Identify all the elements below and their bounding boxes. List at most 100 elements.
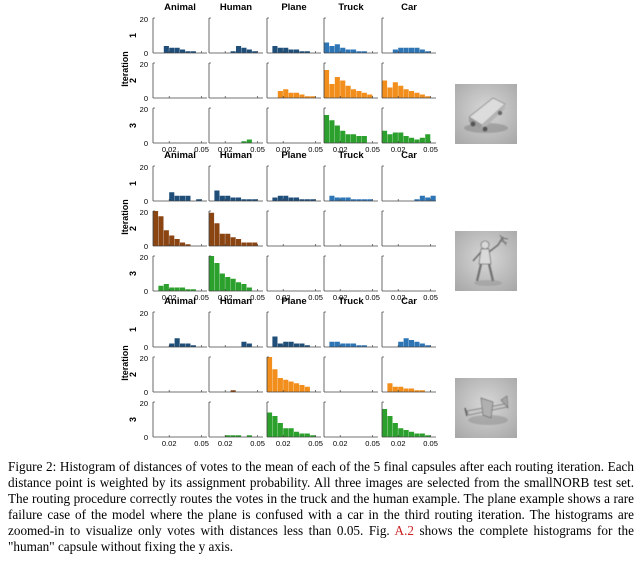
histogram-bar [299, 433, 305, 437]
caption-text-2: shows the complete histograms for the "h… [8, 523, 634, 555]
histogram-bar [334, 44, 340, 53]
x-tick-label: 0.05 [308, 145, 323, 154]
histogram-bar [174, 239, 180, 246]
column-title-truck: Truck [338, 150, 364, 161]
y-tick-label: 20 [140, 399, 148, 408]
histogram-bar [345, 197, 351, 201]
histogram-bar [277, 47, 283, 53]
histogram-bar [361, 199, 367, 201]
histogram-bar [387, 383, 393, 392]
histogram-bar [310, 435, 316, 437]
histogram-bar [277, 195, 283, 201]
histogram-bar [230, 197, 236, 201]
histogram-bar [209, 212, 215, 246]
histogram-bar [356, 136, 362, 143]
histogram-bar [294, 49, 300, 53]
histogram-bar [246, 343, 252, 347]
histogram-bar [398, 428, 404, 437]
histogram-bar [294, 92, 300, 98]
histogram-bar [356, 345, 362, 347]
truck-image [455, 84, 517, 144]
histogram-bar [219, 195, 225, 201]
histogram-bar [283, 379, 289, 392]
histogram-bar [409, 91, 415, 98]
column-title-plane: Plane [281, 296, 306, 307]
y-tick-label: 20 [140, 309, 148, 318]
x-tick-label: 0.02 [162, 145, 177, 154]
histogram-bar [288, 428, 294, 437]
histogram-bar [225, 233, 231, 246]
histogram-bar [153, 211, 159, 246]
histogram-bar [414, 92, 420, 98]
histogram-bar [398, 341, 404, 347]
histogram-bar [190, 51, 196, 53]
column-title-plane: Plane [281, 150, 306, 161]
histogram-bar [409, 388, 415, 392]
histogram-bar [294, 197, 300, 201]
histogram-bar [225, 195, 231, 201]
histogram-bar [329, 195, 335, 201]
histogram-bar [351, 343, 357, 347]
y-tick-label: 0 [144, 433, 148, 442]
histogram-bar [304, 433, 310, 437]
histogram-bar [294, 343, 300, 347]
histogram-bar [356, 199, 362, 201]
histogram-bar [174, 47, 180, 53]
histogram-bar [288, 381, 294, 392]
histogram-bar [236, 435, 242, 437]
histogram-bar [267, 357, 273, 392]
histogram-bar [324, 70, 330, 98]
histogram-bar [361, 136, 367, 143]
histogram-bar [299, 51, 305, 53]
histogram-bar [345, 134, 351, 143]
histogram-bar [387, 416, 393, 437]
appendix-figure-link[interactable]: A.2 [394, 523, 414, 539]
histogram-bar [304, 345, 310, 347]
histogram-bar [409, 340, 415, 347]
histogram-bar [356, 51, 362, 53]
histogram-bar [214, 263, 220, 291]
histogram-bar [334, 341, 340, 347]
histogram-bar [351, 134, 357, 143]
histogram-bar [419, 390, 425, 392]
histogram-bar [304, 386, 310, 392]
histogram-bar [169, 192, 175, 201]
histogram-bar [334, 197, 340, 201]
histogram-bar [382, 409, 388, 437]
histogram-bar [230, 278, 236, 291]
histogram-bar [246, 242, 252, 246]
y-tick-label: 0 [144, 343, 148, 352]
histogram-bar [252, 51, 258, 53]
histogram-bar [185, 195, 191, 201]
iteration-label-3: 3 [128, 123, 138, 128]
x-tick-label: 0.02 [276, 293, 291, 302]
histogram-bar [283, 89, 289, 98]
histogram-bar [351, 199, 357, 201]
column-title-truck: Truck [338, 2, 364, 13]
histogram-bar [299, 199, 305, 201]
column-title-animal: Animal [164, 2, 196, 13]
y-tick-label: 0 [144, 242, 148, 251]
histogram-bar [185, 343, 191, 347]
histogram-bar [241, 47, 247, 53]
histogram-bar [392, 423, 398, 437]
histogram-bar [288, 341, 294, 347]
histogram-bar [299, 385, 305, 392]
histogram-bar [299, 343, 305, 347]
histogram-figure: Animal Human Plane Truck CarIteration1200220… [120, 2, 517, 448]
histogram-bar [356, 91, 362, 98]
histogram-bar [230, 51, 236, 53]
x-tick-label: 0.02 [276, 439, 291, 448]
histogram-bar [414, 390, 420, 392]
y-tick-label: 20 [140, 60, 148, 69]
histogram-bar [409, 47, 415, 53]
x-tick-label: 0.02 [391, 439, 406, 448]
figure-caption: Figure 2: Histogram of distances of vote… [8, 459, 634, 556]
x-tick-label: 0.05 [250, 145, 265, 154]
histogram-bar [398, 47, 404, 53]
y-tick-label: 20 [140, 15, 148, 24]
histogram-bar [340, 130, 346, 143]
histogram-bar [387, 134, 393, 143]
histogram-bar [340, 47, 346, 53]
histogram-bar [361, 345, 367, 347]
